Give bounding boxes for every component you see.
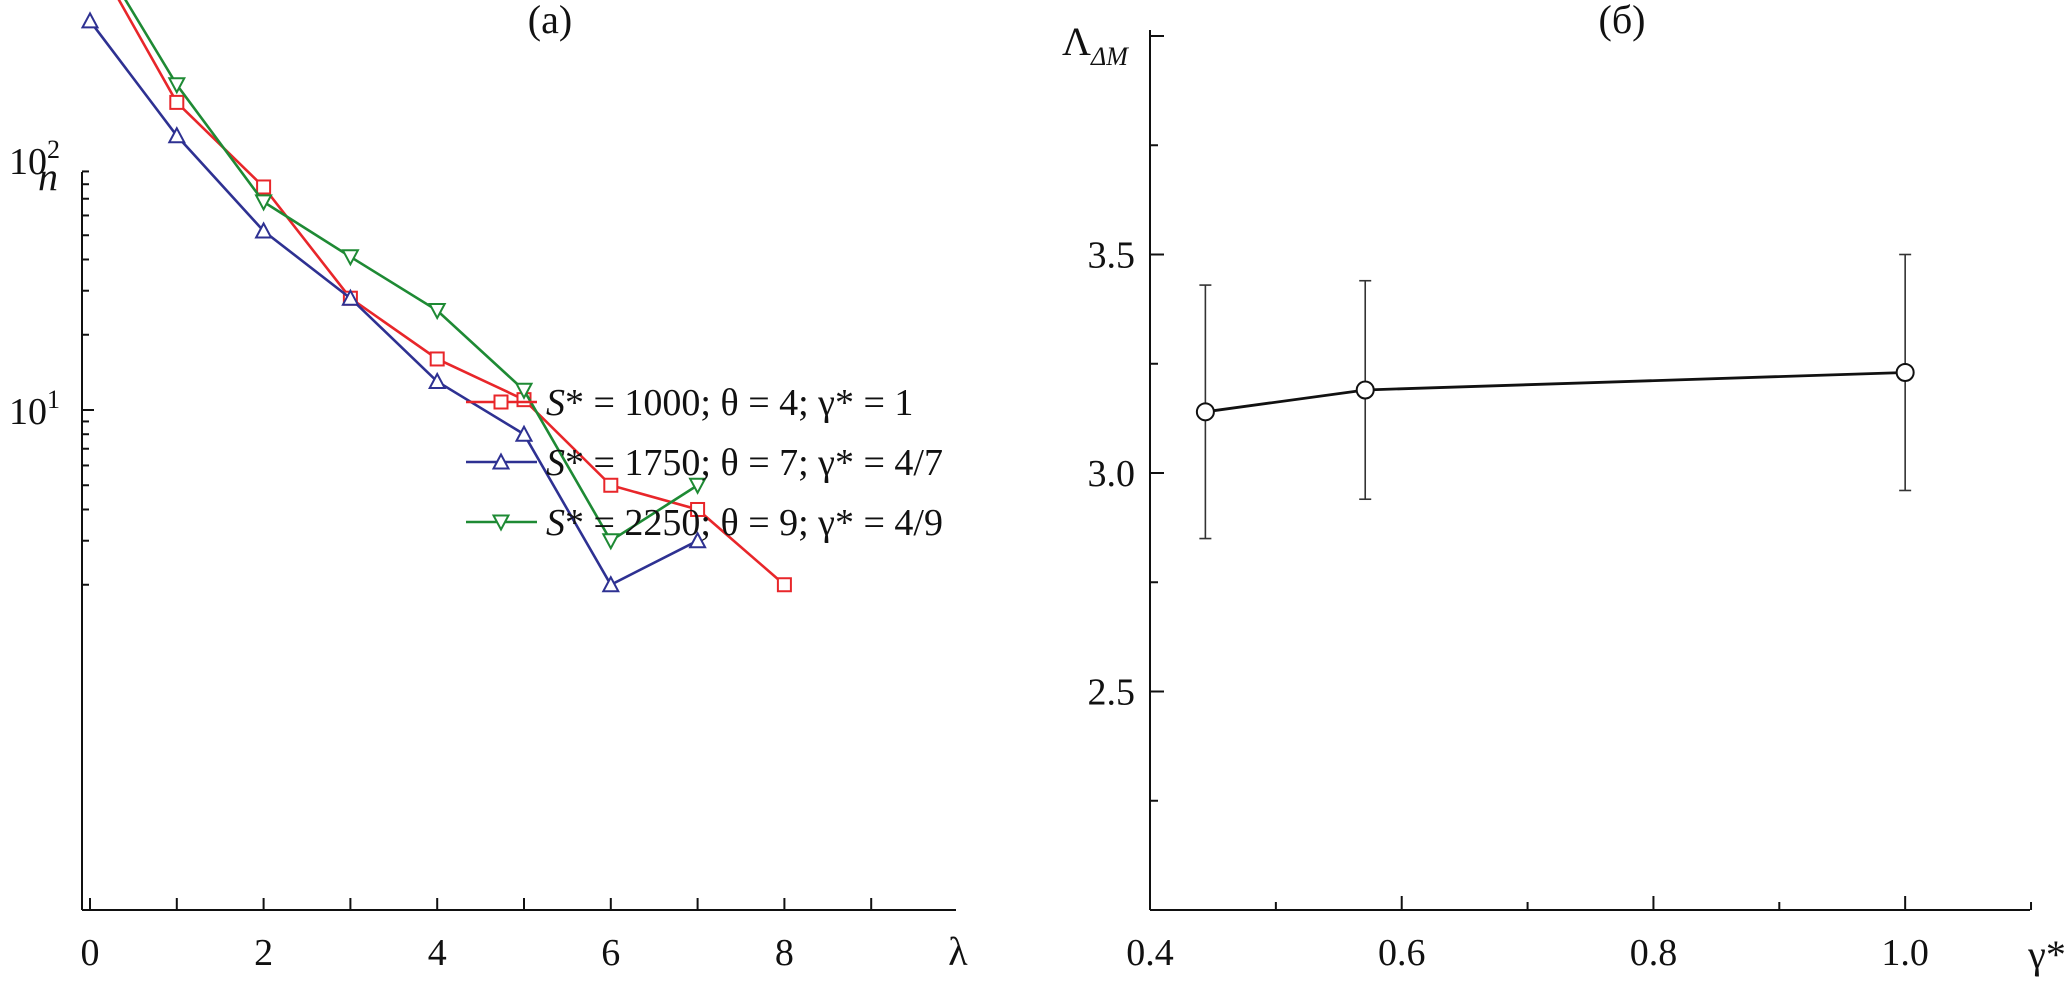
panel-a-series-3-point <box>254 194 273 212</box>
panel-a-title: (a) <box>528 0 572 42</box>
panel-b-y-label-sub: ΔM <box>1090 42 1129 71</box>
panel-a-y-tick-base: 10 <box>9 391 47 433</box>
legend-label-1-part-2: * = 1000; θ = 4; γ* = 1 <box>565 382 913 424</box>
panel-b-title: (б) <box>1599 0 1646 42</box>
panel-b-axes <box>1149 30 2030 911</box>
legend-label-3: S* = 2250; θ = 9; γ* = 4/9 <box>546 502 943 544</box>
panel-a-series-2-point <box>428 371 447 390</box>
panel-a-x-tick-label: 6 <box>601 932 620 974</box>
panel-a-series-2-point <box>254 221 273 239</box>
panel-b-y-label: ΛΔM <box>1062 19 1129 71</box>
panel-a-series <box>80 0 792 593</box>
panel-a-series-1-point <box>690 501 706 517</box>
panel-a-y-tick-label: 102 <box>9 135 60 183</box>
panel-a-series-2-point <box>80 11 100 29</box>
panel-a-series-3-point <box>688 477 707 495</box>
panel-a-series-2-point <box>341 288 360 306</box>
legend-label-2-part-1: S <box>546 442 565 484</box>
panel-a-x-tick-label: 8 <box>775 932 794 974</box>
panel-b-series <box>1195 253 1915 540</box>
panel-a-series-3-point <box>167 77 186 95</box>
panel-b-y-tick-label: 3.5 <box>1088 235 1136 277</box>
panel-a-series-2-point <box>514 424 534 442</box>
panel-b-line <box>1205 371 1906 414</box>
panel-a-series-1-point <box>429 351 445 367</box>
legend-label-3-part-1: S <box>546 502 565 544</box>
panel-a-series-2-point <box>601 575 620 593</box>
panel-b-x-tick-label: 0.8 <box>1630 932 1678 974</box>
panel-a-y-tick-base: 10 <box>9 141 47 183</box>
panel-a-series-3-line <box>124 0 699 543</box>
panel-b-y-tick-label: 2.5 <box>1088 672 1136 714</box>
panel-a-y-tick-exp: 2 <box>47 135 60 164</box>
panel-b-point <box>1895 362 1915 382</box>
panel-a-series-3-point <box>428 303 447 321</box>
panel-a-series-1-point <box>256 179 272 195</box>
panel-a-series-2-point <box>167 126 186 144</box>
panel-b: (б) 0.4 0.6 0.8 1.0 2.5 3.0 3.5 ΛΔM γ* <box>1062 0 2066 977</box>
panel-a-series-1-point <box>603 477 619 493</box>
panel-a-series-3-point <box>341 249 360 267</box>
panel-a-x-tick-label: 0 <box>81 932 100 974</box>
legend-label-2: S* = 1750; θ = 7; γ* = 4/7 <box>546 442 943 484</box>
panel-b-point <box>1195 402 1215 422</box>
panel-b-point <box>1355 380 1375 400</box>
legend-marker-3 <box>491 514 511 532</box>
panel-b-x-ticks: 0.4 0.6 0.8 1.0 <box>1126 896 2033 974</box>
legend-label-3-part-2: * = 2250; θ = 9; γ* = 4/9 <box>565 502 943 544</box>
legend-marker-1 <box>493 394 509 410</box>
panel-a-series-1-point <box>169 94 185 110</box>
panel-a-x-label: λ <box>948 929 968 974</box>
panel-b-x-tick-label: 1.0 <box>1881 932 1929 974</box>
legend-label-1-part-1: S <box>546 382 565 424</box>
panel-a-series-2-line <box>88 20 699 587</box>
panel-a-y-label: n <box>38 154 58 199</box>
panel-a-y-tick-label: 101 <box>9 385 60 433</box>
legend-label-1: S* = 1000; θ = 4; γ* = 1 <box>546 382 913 424</box>
panel-b-y-ticks: 2.5 3.0 3.5 <box>1088 35 1164 911</box>
panel-a-series-3-point <box>601 533 620 551</box>
panel-a-y-tick-exp: 1 <box>47 385 60 414</box>
panel-a-x-tick-label: 2 <box>254 932 273 974</box>
panel-a-x-ticks: 0 2 4 6 8 <box>81 898 873 974</box>
panel-a-series-3-point <box>514 382 534 400</box>
panel-b-y-label-main: Λ <box>1062 19 1091 64</box>
panel-a-series-1-point <box>776 577 792 593</box>
panel-b-y-tick-label: 3.0 <box>1088 453 1136 495</box>
panel-b-x-label: γ* <box>2027 932 2066 977</box>
panel-a-series-2-point <box>688 531 707 549</box>
panel-a-legend: S* = 1000; θ = 4; γ* = 1S* = 1750; θ = 7… <box>466 382 943 544</box>
panel-a-x-tick-label: 4 <box>428 932 447 974</box>
panel-b-x-tick-label: 0.6 <box>1378 932 1426 974</box>
legend-label-2-part-2: * = 1750; θ = 7; γ* = 4/7 <box>565 442 943 484</box>
legend-marker-2 <box>491 452 511 470</box>
panel-b-x-tick-label: 0.4 <box>1126 932 1174 974</box>
